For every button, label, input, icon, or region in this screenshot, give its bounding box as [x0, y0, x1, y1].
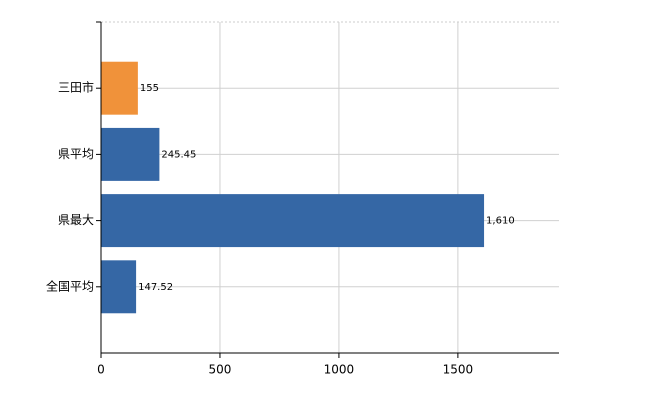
y-tick-label: 三田市: [58, 80, 94, 95]
x-tick-label: 1000: [324, 363, 355, 377]
value-label: 1,610: [486, 216, 515, 227]
y-tick-label: 県平均: [58, 147, 94, 161]
x-tick-label: 1500: [443, 363, 474, 377]
bar: [101, 260, 137, 314]
x-tick-label: 0: [97, 363, 105, 377]
value-label: 147.52: [138, 282, 173, 293]
value-label: 155: [140, 83, 159, 94]
value-label: 245.45: [161, 149, 196, 160]
y-tick-label: 県最大: [58, 213, 94, 227]
y-tick-label: 全国平均: [46, 278, 94, 293]
bar: [101, 194, 485, 248]
x-tick-label: 500: [209, 363, 232, 377]
bar: [101, 61, 138, 115]
bar: [101, 127, 160, 181]
